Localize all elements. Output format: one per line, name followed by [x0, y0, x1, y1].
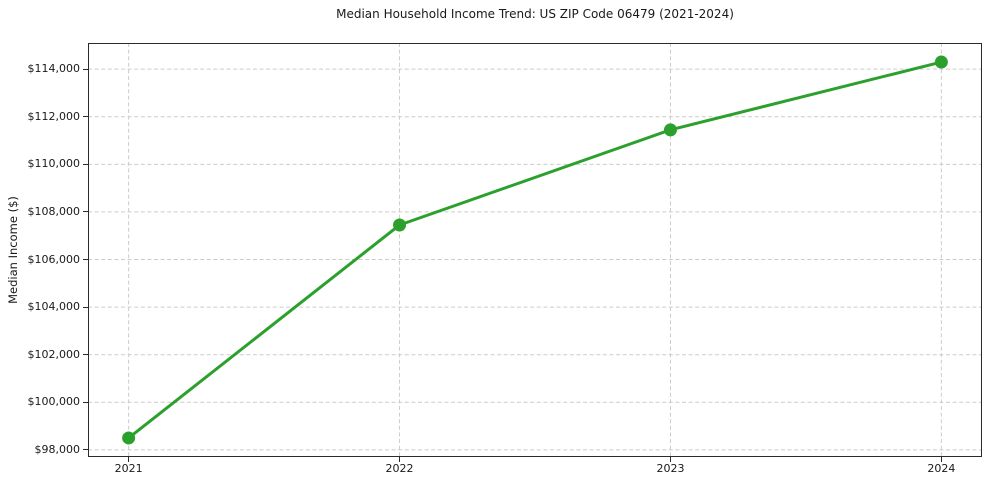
- x-tick-label: 2024: [927, 462, 956, 475]
- chart-title: Median Household Income Trend: US ZIP Co…: [336, 7, 734, 21]
- gridlines-group: [88, 43, 982, 457]
- y-tick-label: $110,000: [27, 157, 81, 171]
- y-tick-mark: [83, 354, 88, 356]
- x-tick-label: 2021: [114, 462, 143, 475]
- y-tick-label: $100,000: [27, 395, 81, 409]
- y-tick-label: $106,000: [27, 252, 81, 266]
- y-tick-label: $98,000: [34, 442, 81, 456]
- x-tick-mark: [669, 457, 671, 462]
- y-tick-mark: [83, 401, 88, 403]
- data-point-marker: [934, 55, 948, 69]
- data-series-group: [122, 55, 948, 445]
- y-tick-mark: [83, 259, 88, 261]
- y-tick-mark: [83, 306, 88, 308]
- data-point-marker: [393, 218, 407, 232]
- x-tick-label: 2022: [385, 462, 414, 475]
- y-tick-mark: [83, 449, 88, 451]
- plot-area: [88, 43, 982, 457]
- y-tick-mark: [83, 68, 88, 70]
- x-tick-mark: [128, 457, 130, 462]
- y-tick-mark: [83, 116, 88, 118]
- x-tick-mark: [399, 457, 401, 462]
- y-tick-label: $102,000: [27, 347, 81, 361]
- y-tick-label: $108,000: [27, 204, 81, 218]
- income-trend-line: [127, 60, 943, 440]
- x-tick-mark: [940, 457, 942, 462]
- y-tick-mark: [83, 211, 88, 213]
- y-tick-mark: [83, 163, 88, 165]
- plot-border: [88, 43, 982, 457]
- x-tick-label: 2023: [656, 462, 685, 475]
- data-point-marker: [122, 431, 136, 445]
- y-tick-label: $104,000: [27, 300, 81, 314]
- y-tick-label: $112,000: [27, 109, 81, 123]
- y-tick-label: $114,000: [27, 62, 81, 76]
- data-point-marker: [663, 123, 677, 137]
